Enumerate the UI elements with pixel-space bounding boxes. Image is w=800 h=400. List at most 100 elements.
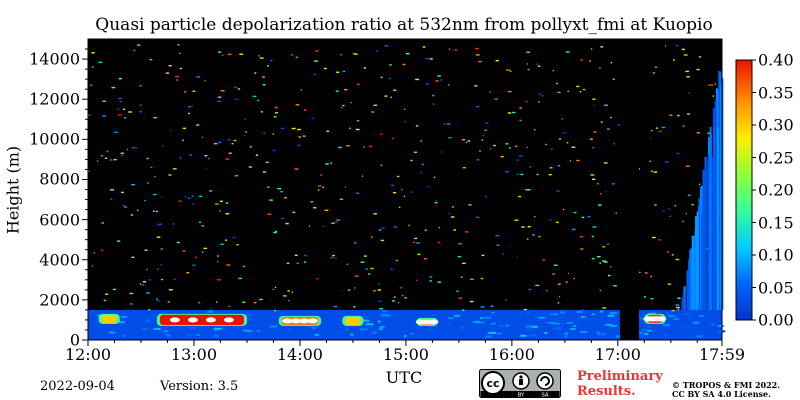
noise-pixel (131, 256, 135, 258)
noise-pixel (168, 289, 173, 291)
noise-pixel (242, 265, 245, 268)
noise-pixel (580, 248, 584, 250)
noise-pixel (420, 140, 422, 142)
noise-pixel (391, 300, 395, 302)
noise-pixel (198, 221, 202, 224)
bl-pixel (403, 335, 407, 338)
noise-pixel (153, 116, 157, 119)
noise-pixel (602, 246, 606, 248)
noise-pixel (176, 79, 178, 81)
noise-pixel (432, 94, 435, 97)
noise-pixel (597, 255, 601, 258)
noise-pixel (475, 47, 479, 50)
noise-pixel (709, 84, 714, 86)
noise-pixel (335, 257, 337, 260)
noise-pixel (474, 85, 478, 87)
noise-pixel (545, 143, 548, 146)
noise-pixel (414, 237, 418, 240)
noise-pixel (360, 261, 365, 263)
noise-pixel (335, 71, 340, 73)
noise-pixel (158, 223, 163, 225)
noise-pixel (580, 309, 585, 311)
noise-pixel (124, 206, 127, 208)
noise-pixel (126, 148, 129, 151)
noise-pixel (507, 90, 512, 93)
bl-pixel (533, 315, 538, 318)
saturated-patch (282, 318, 293, 324)
noise-pixel (310, 201, 314, 203)
noise-pixel (373, 104, 377, 106)
noise-pixel (451, 216, 455, 218)
bl-pixel (497, 332, 503, 335)
saturated-patch (205, 317, 216, 323)
noise-pixel (590, 174, 595, 176)
bl-pixel (564, 335, 568, 338)
noise-pixel (225, 158, 230, 160)
noise-pixel (509, 70, 512, 72)
noise-pixel (469, 300, 474, 303)
noise-pixel (110, 189, 114, 191)
y-tick-label: 12000 (29, 89, 80, 109)
noise-pixel (341, 106, 343, 109)
noise-pixel (274, 309, 277, 312)
noise-pixel (592, 98, 596, 100)
noise-pixel (458, 297, 463, 299)
bl-pixel (506, 333, 510, 336)
noise-pixel (249, 146, 252, 148)
colorbar-tick-label: 0.40 (758, 50, 794, 70)
noise-pixel (569, 160, 571, 162)
bl-pixel (609, 324, 617, 327)
noise-pixel (318, 185, 322, 187)
bl-pixel (547, 312, 550, 315)
noise-pixel (381, 227, 385, 229)
noise-pixel (186, 272, 190, 274)
noise-pixel (378, 283, 380, 285)
chart-title: Quasi particle depolarization ratio at 5… (95, 15, 713, 35)
noise-pixel (416, 279, 418, 281)
noise-pixel (602, 260, 606, 262)
noise-pixel (607, 128, 610, 130)
bl-pixel (186, 334, 192, 337)
bl-pixel (639, 334, 646, 337)
noise-pixel (317, 189, 320, 191)
noise-pixel (139, 111, 143, 113)
noise-pixel (227, 53, 232, 56)
bl-pixel (219, 329, 227, 332)
noise-pixel (519, 107, 522, 109)
noise-pixel (131, 183, 136, 186)
noise-pixel (195, 256, 198, 258)
noise-pixel (189, 105, 194, 108)
preliminary-line-1: Preliminary (577, 369, 663, 384)
late-profile-column (719, 84, 722, 310)
bl-pixel (247, 330, 253, 333)
bl-pixel (359, 328, 368, 331)
noise-pixel (519, 119, 522, 122)
noise-pixel (281, 127, 285, 130)
noise-pixel (481, 254, 485, 257)
noise-pixel (192, 264, 196, 266)
noise-pixel (599, 289, 602, 292)
noise-pixel (362, 175, 364, 177)
x-tick-label: 15:00 (382, 345, 429, 364)
colorbar-tick-label: 0.15 (758, 213, 794, 232)
noise-pixel (172, 168, 177, 170)
bl-pixel (530, 334, 537, 337)
noise-pixel (262, 76, 265, 78)
noise-pixel (605, 190, 608, 193)
noise-pixel (153, 193, 157, 196)
bl-pixel (109, 331, 116, 334)
bl-pixel (401, 332, 404, 335)
noise-pixel (698, 183, 701, 185)
noise-pixel (184, 91, 187, 93)
noise-pixel (123, 108, 126, 111)
noise-pixel (274, 286, 277, 289)
noise-pixel (652, 72, 655, 74)
bl-pixel (692, 334, 696, 337)
noise-pixel (263, 132, 265, 135)
y-tick-label: 14000 (29, 49, 80, 69)
noise-pixel (448, 212, 451, 215)
noise-pixel (655, 66, 657, 68)
noise-pixel (685, 212, 687, 215)
bl-pixel (564, 332, 569, 335)
noise-pixel (600, 193, 602, 195)
